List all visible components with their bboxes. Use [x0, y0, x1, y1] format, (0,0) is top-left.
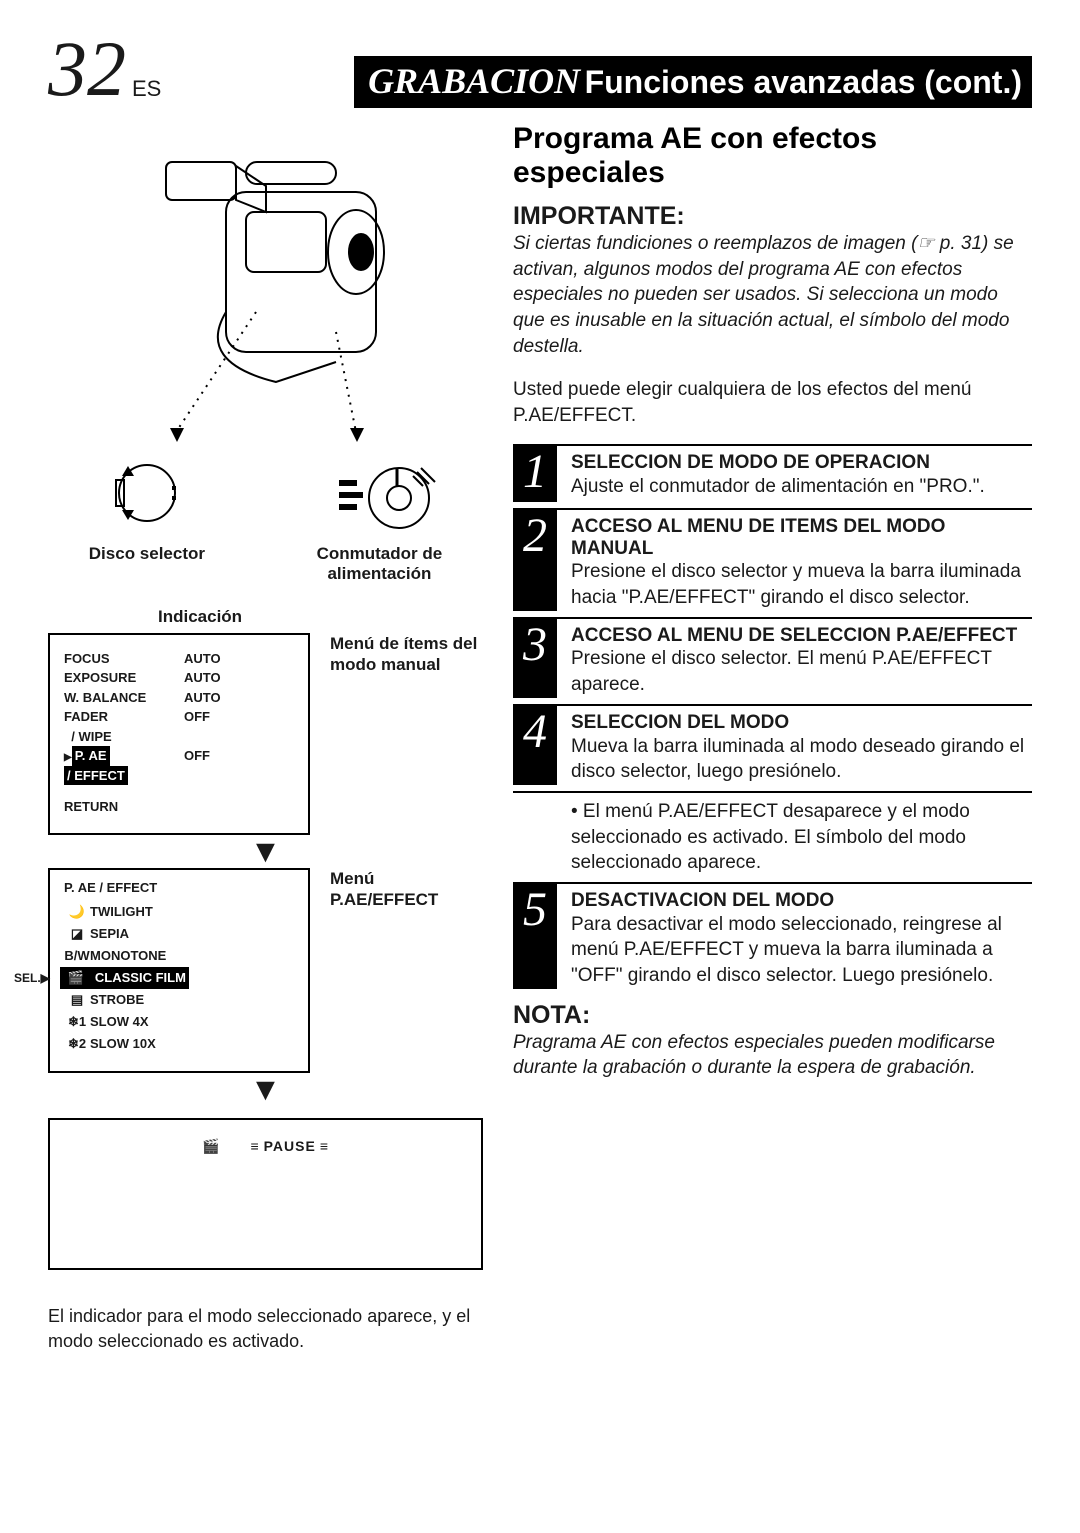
effect-icon: ❄1 — [64, 1011, 90, 1033]
step-number: 3 — [513, 619, 557, 698]
important-body: Si ciertas fundiciones o reemplazos de i… — [513, 231, 1032, 359]
step-head: ACCESO AL MENU DE ITEMS DEL MODO MANUAL — [571, 516, 1032, 560]
step: 2 ACCESO AL MENU DE ITEMS DEL MODO MANUAL… — [513, 508, 1032, 611]
effect-menu-head: P. AE / EFFECT — [64, 880, 294, 895]
effect-name: MONOTONE — [90, 945, 166, 967]
control-callouts: Disco selector — [48, 458, 483, 585]
step-head: ACCESO AL MENU DE SELECCION P.AE/EFFECT — [571, 625, 1032, 647]
manual-menu-row: ▶P. AE / EFFECTOFF — [64, 746, 294, 785]
effect-icon: ▤ — [64, 989, 90, 1011]
manual-menu-row: W. BALANCEAUTO — [64, 688, 294, 708]
section-title-bold: Funciones avanzadas (cont.) — [585, 64, 1022, 100]
step-text: Presione el disco selector y mueva la ba… — [571, 559, 1032, 610]
effect-menu-row: SEL.▶🎬 CLASSIC FILM — [64, 967, 294, 989]
effect-name: CLASSIC FILM — [92, 967, 189, 989]
arrow-down-icon: ▼ — [176, 833, 356, 870]
disco-label: Disco selector — [89, 544, 205, 564]
effect-menu: P. AE / EFFECT 🌙 TWILIGHT◪ SEPIAB/W MONO… — [48, 868, 310, 1074]
step-text: Para desactivar el modo seleccionado, re… — [571, 912, 1032, 989]
effect-menu-row: ▤ STROBE — [64, 989, 294, 1011]
effect-icon: B/W — [64, 945, 90, 967]
indication-label: Indicación — [158, 607, 483, 627]
effect-name: TWILIGHT — [90, 901, 153, 923]
page-number: 32 — [48, 30, 126, 108]
intro-paragraph: Usted puede elegir cualquiera de los efe… — [513, 377, 1032, 428]
step: 5 DESACTIVACION DEL MODOPara desactivar e… — [513, 882, 1032, 989]
step-number: 5 — [513, 884, 557, 989]
effect-icon: ◪ — [64, 923, 90, 945]
important-head: IMPORTANTE: — [513, 202, 1032, 231]
pause-label: PAUSE — [264, 1138, 316, 1154]
effect-menu-row: B/W MONOTONE — [64, 945, 294, 967]
effect-name: SLOW 4X — [90, 1011, 149, 1033]
selected-mode-footnote: El indicador para el modo seleccionado a… — [48, 1304, 483, 1353]
manual-menu-label: Menú de ítems del modo manual — [330, 633, 483, 676]
step-head: SELECCION DE MODO DE OPERACION — [571, 452, 1032, 474]
section-title: Programa AE con efectos especiales — [513, 122, 1032, 190]
disco-selector-callout: Disco selector — [89, 458, 205, 585]
effect-name: SLOW 10X — [90, 1033, 156, 1055]
step-text: Mueva la barra iluminada al modo deseado… — [571, 734, 1032, 785]
effect-menu-label: Menú P.AE/EFFECT — [330, 868, 483, 911]
effect-menu-row: ❄2 SLOW 10X — [64, 1033, 294, 1055]
step: 3 ACCESO AL MENU DE SELECCION P.AE/EFFECT… — [513, 617, 1032, 698]
section-title-italic: GRABACION — [368, 61, 580, 101]
arrow-down-icon: ▼ — [176, 1071, 356, 1108]
effect-menu-row: ◪ SEPIA — [64, 923, 294, 945]
effect-icon: 🌙 — [64, 901, 90, 923]
note-head: NOTA: — [513, 1001, 1032, 1030]
effect-menu-row: ❄1 SLOW 4X — [64, 1011, 294, 1033]
right-column: Programa AE con efectos especiales IMPOR… — [513, 122, 1032, 1353]
page-header: 32 ES GRABACION Funciones avanzadas (con… — [48, 30, 1032, 108]
effect-icon: 🎬 — [60, 967, 92, 989]
step-text: Presione el disco selector. El menú P.AE… — [571, 646, 1032, 697]
effect-name: SEPIA — [90, 923, 129, 945]
step-number: 4 — [513, 706, 557, 785]
power-switch-label: Conmutador de alimentación — [317, 544, 443, 585]
effect-name: STROBE — [90, 989, 144, 1011]
manual-menu-row: FOCUSAUTO — [64, 649, 294, 669]
effect-menu-row: 🌙 TWILIGHT — [64, 901, 294, 923]
classic-film-icon: 🎬 — [202, 1138, 220, 1155]
section-bar: GRABACION Funciones avanzadas (cont.) — [354, 56, 1032, 108]
manual-menu-row: FADER / WIPEOFF — [64, 707, 294, 746]
effect-icon: ❄2 — [64, 1033, 90, 1055]
language-code: ES — [132, 76, 161, 102]
manual-page: 32 ES GRABACION Funciones avanzadas (con… — [0, 0, 1080, 1413]
manual-menu-row: EXPOSUREAUTO — [64, 668, 294, 688]
step: 4 SELECCION DEL MODOMueva la barra ilumin… — [513, 704, 1032, 785]
manual-mode-menu: FOCUSAUTOEXPOSUREAUTOW. BALANCEAUTOFADER… — [48, 633, 310, 835]
step: 1 SELECCION DE MODO DE OPERACIONAjuste el… — [513, 444, 1032, 501]
pause-display: 🎬 ≡ PAUSE ≡ — [48, 1118, 483, 1270]
camcorder-illustration — [48, 122, 483, 452]
step-number: 1 — [513, 446, 557, 501]
step-text: Ajuste el conmutador de alimentación en … — [571, 474, 1032, 500]
note-body: Pragrama AE con efectos especiales puede… — [513, 1030, 1032, 1081]
return-item: RETURN — [64, 799, 118, 814]
step-head: DESACTIVACION DEL MODO — [571, 890, 1032, 912]
step-subnote: • El menú P.AE/EFFECT desaparece y el mo… — [513, 791, 1032, 876]
step-head: SELECCION DEL MODO — [571, 712, 1032, 734]
left-column: Disco selector — [48, 122, 483, 1353]
power-switch-callout: Conmutador de alimentación — [317, 458, 443, 585]
step-number: 2 — [513, 510, 557, 611]
